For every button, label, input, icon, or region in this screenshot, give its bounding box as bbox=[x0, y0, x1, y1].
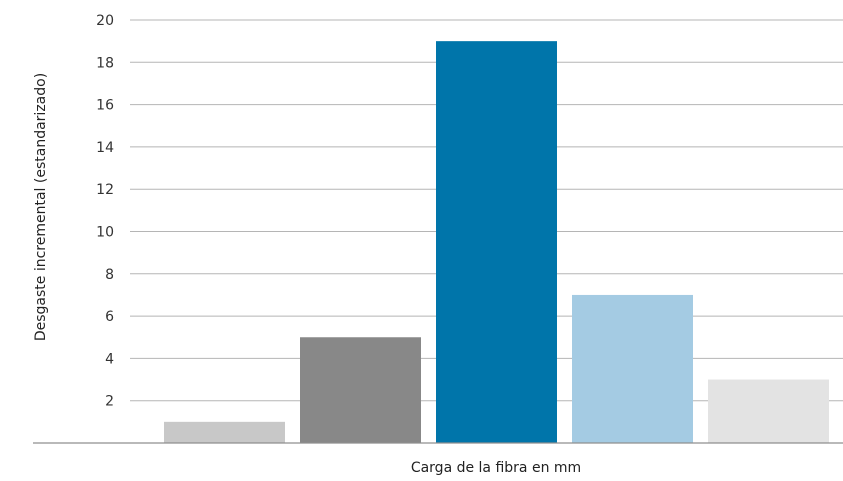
bar bbox=[300, 337, 421, 443]
y-tick-label: 10 bbox=[96, 225, 114, 241]
bar bbox=[708, 379, 829, 443]
bars bbox=[164, 41, 829, 444]
y-tick-label: 12 bbox=[96, 182, 114, 198]
y-tick-label: 6 bbox=[105, 309, 114, 325]
y-tick-label: 2 bbox=[105, 394, 114, 410]
y-tick-label: 20 bbox=[96, 13, 114, 29]
bar bbox=[164, 421, 285, 443]
y-tick-label: 14 bbox=[96, 140, 114, 156]
y-axis-tick-labels: 2 4 6 8 10 12 14 16 18 20 bbox=[96, 13, 114, 410]
bar bbox=[436, 41, 557, 444]
x-axis-label: Carga de la fibra en mm bbox=[411, 460, 581, 476]
y-tick-label: 8 bbox=[105, 267, 114, 283]
y-tick-label: 18 bbox=[96, 55, 114, 71]
y-axis-label: Desgaste incremental (estandarizado) bbox=[33, 73, 49, 341]
bar bbox=[572, 294, 693, 443]
y-tick-label: 4 bbox=[105, 351, 114, 367]
y-tick-label: 16 bbox=[96, 98, 114, 114]
